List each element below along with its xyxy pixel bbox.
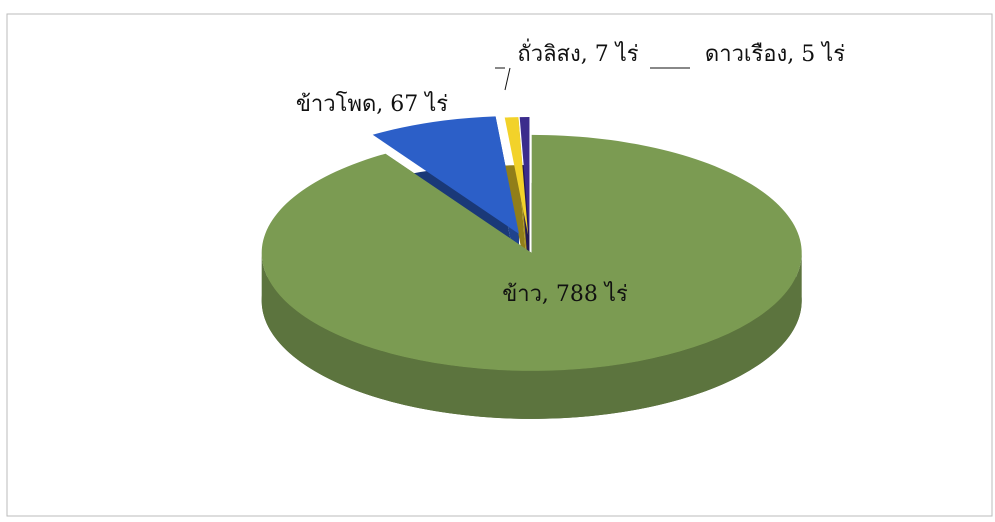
slice	[262, 135, 802, 371]
data-label: ถั่วลิสง, 7 ไร่	[517, 38, 638, 67]
data-label: ข้าวโพด, 67 ไร่	[296, 91, 448, 117]
chart: ข้าว, 788 ไร่ ข้าวโพด, 67 ไร่ ถั่วลิสง, 7 …	[0, 0, 995, 522]
data-label: ดาวเรือง, 5 ไร่	[705, 41, 845, 67]
data-label: ข้าว, 788 ไร่	[502, 281, 628, 307]
